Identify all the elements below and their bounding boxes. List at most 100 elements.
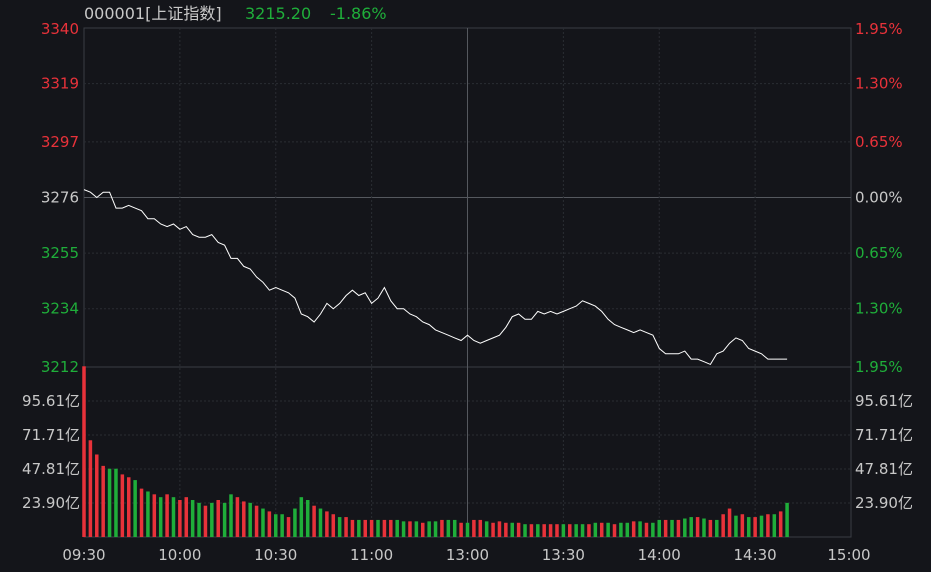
volume-bar (651, 522, 655, 537)
volume-bar (702, 518, 706, 537)
axis-labels: 3340 1.95% 3319 1.30% 3297 0.65% 3276 0.00% 3255… (22, 20, 913, 564)
volume-bar (107, 468, 112, 537)
percent-tick-label: 1.30% (855, 300, 903, 318)
volume-bar (542, 524, 546, 537)
volume-bar (734, 515, 738, 537)
volume-bar (82, 366, 86, 537)
volume-bar (753, 517, 757, 537)
volume-bar (421, 522, 425, 537)
volume-bar (203, 505, 208, 537)
volume-bar (785, 502, 789, 537)
volume-bar (363, 519, 367, 537)
volume-bar (427, 521, 431, 537)
time-tick-label: 10:00 (158, 546, 201, 564)
volume-bar (331, 514, 336, 537)
volume-bar (504, 522, 508, 537)
volume-bar (395, 519, 399, 537)
volume-tick-label-right: 95.61亿 (855, 392, 913, 410)
time-tick-label: 15:00 (827, 546, 870, 564)
volume-bar (126, 477, 131, 537)
volume-bar (631, 521, 636, 537)
percent-tick-label: 0.65% (855, 244, 903, 262)
volume-bar (254, 505, 259, 537)
volume-bar (171, 497, 176, 537)
volume-bar (484, 521, 489, 537)
price-tick-label: 3212 (41, 358, 79, 376)
volume-bar (459, 522, 463, 537)
volume-bar (357, 519, 361, 537)
volume-bar (452, 519, 457, 537)
volume-bar (638, 521, 642, 537)
volume-bar (689, 517, 693, 537)
volume-bar (235, 497, 240, 537)
volume-bar (389, 519, 393, 537)
volume-bar (548, 524, 553, 537)
volume-bar (580, 524, 585, 537)
time-tick-label: 14:00 (638, 546, 681, 564)
index-code: 000001[上证指数] (84, 4, 222, 23)
volume-bar (184, 497, 189, 537)
volume-bar (267, 511, 272, 537)
volume-bar (683, 518, 687, 537)
volume-bar (778, 511, 783, 537)
volume-bar (555, 524, 559, 537)
volume-bar (740, 514, 745, 537)
time-tick-label: 13:00 (446, 546, 489, 564)
volume-bar (280, 514, 284, 537)
volume-bar (465, 522, 470, 537)
volume-tick-label-right: 47.81亿 (855, 460, 913, 478)
volume-bar (759, 515, 764, 537)
time-tick-label: 11:00 (350, 546, 393, 564)
volume-bar (325, 511, 329, 537)
volume-bar (248, 502, 252, 537)
volume-bar (612, 524, 617, 537)
volume-bar (536, 524, 540, 537)
volume-bar (337, 517, 342, 537)
percent-tick-label: 1.95% (855, 20, 903, 38)
volume-bar (478, 519, 483, 537)
volume-bar (593, 522, 598, 537)
volume-bar (216, 500, 220, 537)
volume-bar (369, 519, 374, 537)
volume-bar (619, 522, 623, 537)
volume-tick-label-left: 95.61亿 (22, 392, 80, 410)
price-line (83, 189, 788, 366)
volume-bar (727, 508, 732, 537)
volume-bar (273, 514, 278, 537)
volume-bar (625, 522, 630, 537)
volume-bar (721, 514, 725, 537)
volume-bar (190, 500, 195, 537)
volume-bar (299, 497, 304, 537)
volume-bar (599, 522, 604, 537)
percent-tick-label: 1.30% (855, 75, 903, 93)
volume-bar (350, 519, 355, 537)
volume-bar (446, 519, 451, 537)
volume-bar (146, 491, 150, 537)
volume-bar (139, 488, 144, 537)
volume-bar (472, 519, 476, 537)
volume-tick-label-left: 71.71亿 (22, 426, 80, 444)
change-percent: -1.86% (330, 4, 387, 23)
volume-bar (229, 494, 233, 537)
volume-tick-label-left: 23.90亿 (22, 494, 80, 512)
volume-bar (210, 502, 214, 537)
volume-bar (574, 524, 578, 537)
price-tick-label: 3340 (41, 20, 79, 38)
volume-bar (318, 508, 323, 537)
price-tick-label: 3319 (41, 75, 79, 93)
volume-bar (715, 519, 719, 537)
volume-bar (695, 517, 700, 537)
volume-bar (510, 522, 514, 537)
volume-bar (344, 517, 348, 537)
volume-bar (408, 521, 412, 537)
volume-bar (670, 519, 674, 537)
volume-bar (222, 502, 227, 537)
volume-bar (95, 454, 99, 537)
volume-bar (772, 514, 777, 537)
volume-bar (529, 524, 534, 537)
last-price: 3215.20 (245, 4, 311, 23)
price-tick-label: 3234 (41, 300, 79, 318)
time-tick-label: 10:30 (254, 546, 297, 564)
